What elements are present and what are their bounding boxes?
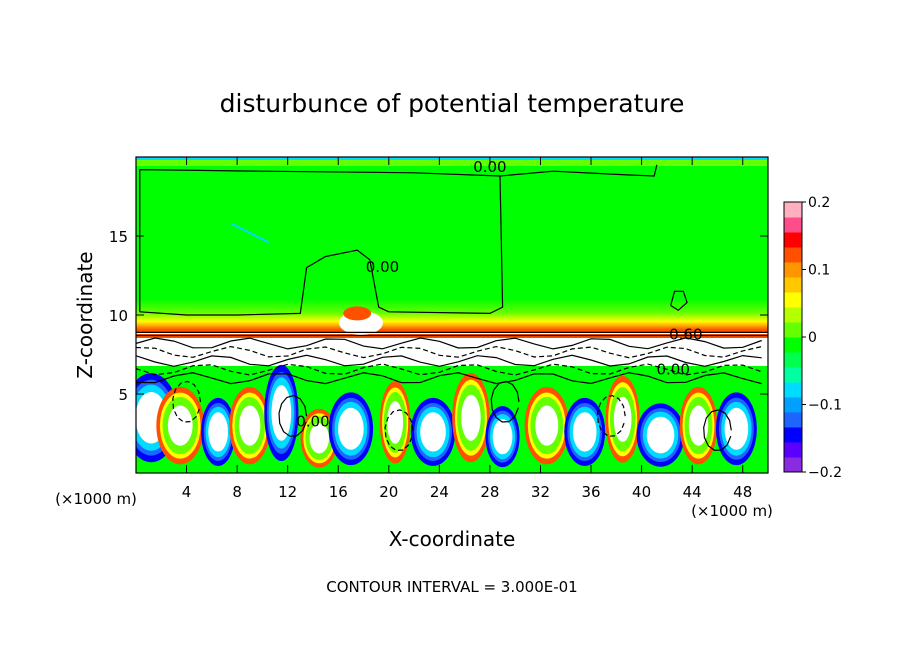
convective-plumes (136, 364, 757, 468)
x-unit-left: (×1000 m) (55, 490, 137, 508)
x-tick-label: 40 (632, 483, 651, 501)
x-axis-ticks: 4 8 12 16 20 24 28 32 36 40 44 48 (182, 157, 752, 501)
y-axis-label: Z-coordinate (73, 251, 97, 378)
colorbar-swatch (784, 322, 802, 338)
plot-area: 0.00 0.00 0.60 0.00 0.00 (136, 157, 768, 473)
colorbar-swatch (784, 442, 802, 458)
x-tick-label: 36 (581, 483, 600, 501)
convective-plume (613, 396, 632, 442)
convective-plume (492, 419, 513, 455)
contour-interval-note: CONTOUR INTERVAL = 3.000E-01 (326, 578, 577, 596)
colorbar-swatch (784, 427, 802, 443)
contour-label: 0.00 (366, 258, 399, 276)
x-tick-label: 4 (182, 483, 192, 501)
convective-plume (239, 405, 261, 446)
colorbar-swatch (784, 352, 802, 368)
x-axis-label: X-coordinate (389, 527, 516, 551)
colorbar-swatch (784, 337, 802, 353)
upper-layer-features (230, 222, 383, 335)
convective-plume (688, 405, 709, 446)
cyan-streak (230, 222, 270, 244)
colorbar-swatch (784, 247, 802, 263)
contour-line (703, 409, 732, 452)
contour-line (384, 409, 414, 452)
x-tick-label: 8 (232, 483, 242, 501)
convective-plume (387, 401, 404, 444)
contour-line (139, 168, 501, 312)
colorbar-swatch (784, 397, 802, 413)
top-boundary-strip (136, 157, 768, 166)
x-tick-label: 48 (733, 483, 752, 501)
colorbar-swatch (784, 367, 802, 383)
colorbar-swatch (784, 382, 802, 398)
contour-line (490, 380, 520, 423)
colorbar (784, 202, 802, 473)
colorbar-swatch (784, 202, 802, 218)
contour-label: 0.60 (669, 326, 702, 344)
contour-label: 0.00 (473, 158, 506, 176)
convective-plume (461, 394, 481, 441)
x-tick-label: 16 (329, 483, 348, 501)
colorbar-tick-label: 0 (808, 330, 817, 346)
convective-plume (572, 412, 597, 452)
contour-line (596, 394, 626, 437)
y-tick-label: 10 (109, 307, 128, 325)
colorbar-swatch (784, 307, 802, 323)
x-unit-right: (×1000 m) (691, 502, 773, 520)
colorbar-swatch (784, 277, 802, 293)
colorbar-tick-label: −0.1 (808, 398, 842, 414)
convective-plume (646, 416, 675, 454)
x-tick-label: 12 (278, 483, 297, 501)
turbulent-patch (343, 306, 372, 321)
x-tick-label: 24 (430, 483, 449, 501)
x-tick-label: 28 (480, 483, 499, 501)
contour-line (136, 363, 762, 376)
contour-line (172, 380, 202, 423)
convective-plume (309, 423, 330, 454)
y-tick-label: 15 (109, 228, 128, 246)
x-tick-label: 32 (531, 483, 550, 501)
contour-line (136, 372, 762, 385)
convective-plume (420, 412, 446, 452)
x-tick-label: 44 (683, 483, 702, 501)
contour-line (136, 354, 762, 367)
contour-lines (136, 164, 768, 452)
convective-plume (271, 385, 292, 441)
x-tick-label: 20 (379, 483, 398, 501)
colorbar-swatch (784, 217, 802, 233)
colorbar-tick-label: 0.1 (808, 263, 830, 279)
contour-line (670, 290, 688, 312)
chart-title: disturbunce of potential temperature (220, 89, 685, 118)
convective-plume (208, 412, 229, 452)
contour-line (278, 394, 308, 437)
convective-plume (535, 405, 559, 446)
convective-plume (338, 407, 364, 450)
contour-label: 0.00 (656, 360, 689, 378)
contour-labels: 0.00 0.00 0.60 0.00 0.00 (296, 158, 702, 431)
convective-plume (167, 405, 193, 446)
colorbar-ticks: 0.2 0.1 0 −0.1 −0.2 (802, 195, 842, 481)
y-tick-label: 5 (118, 386, 128, 404)
upper-layer-fill (136, 157, 768, 330)
contour-line (136, 337, 762, 350)
y-axis-ticks: 5 10 15 (109, 228, 768, 404)
convective-plume (724, 407, 749, 450)
colorbar-tick-label: −0.2 (808, 465, 842, 481)
colorbar-tick-label: 0.2 (808, 195, 830, 211)
colorbar-swatch (784, 457, 802, 473)
contour-label: 0.00 (296, 413, 329, 431)
colorbar-swatch (784, 232, 802, 248)
colorbar-swatch (784, 412, 802, 428)
colorbar-swatch (784, 262, 802, 278)
contour-line (139, 164, 658, 316)
contour-line (136, 345, 762, 359)
colorbar-swatch (784, 292, 802, 308)
